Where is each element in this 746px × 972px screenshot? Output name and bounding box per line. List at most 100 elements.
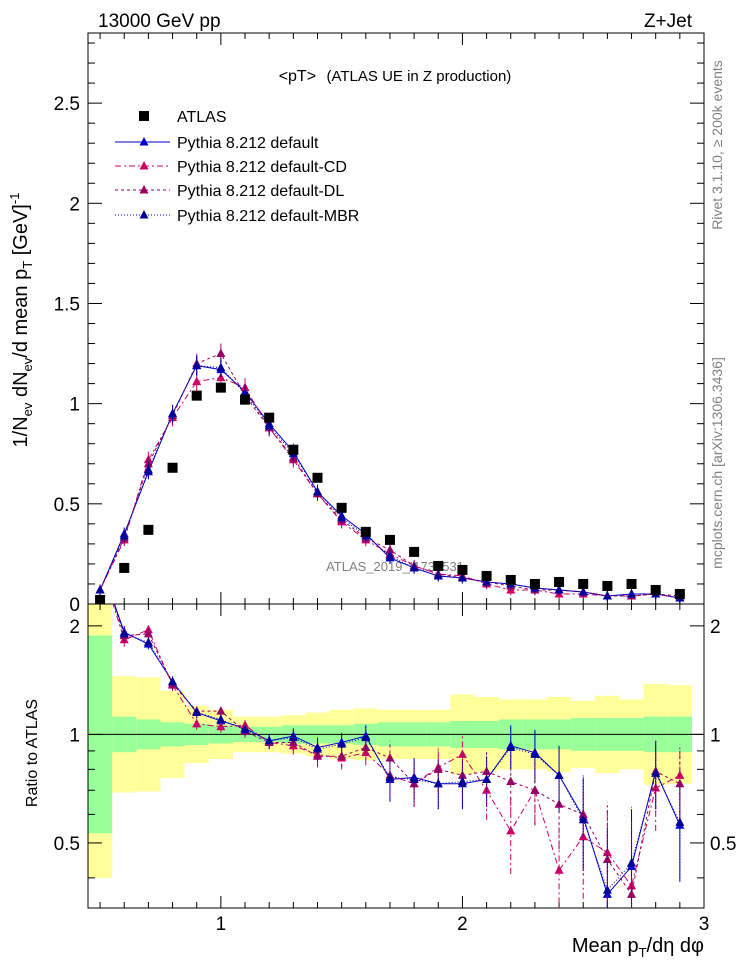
- mc-point: [95, 584, 105, 594]
- main-y-tick-label: 0: [69, 595, 80, 616]
- mc-point: [433, 570, 443, 580]
- atlas-point: [554, 576, 565, 587]
- atlas-point: [264, 412, 275, 423]
- mc-point: [216, 348, 226, 358]
- ratio-panel-frame: [87, 603, 705, 909]
- legend-entry: Pythia 8.212 default-CD: [115, 159, 347, 176]
- atlas-point: [143, 524, 154, 535]
- ratio-point: [530, 749, 540, 758]
- main-axis-ticks: 0 0.5 1 1.5 2 2.5: [54, 33, 705, 616]
- ratio-point: [192, 707, 202, 717]
- ratio-point: [675, 778, 685, 788]
- mc-point: [409, 562, 419, 572]
- atlas-point: [602, 580, 613, 591]
- ratio-point: [96, 557, 105, 566]
- ratio-point: [627, 857, 637, 867]
- atlas-point: [215, 382, 226, 393]
- atlas-point: [240, 394, 251, 405]
- ylabel-part-c: /d mean p: [10, 269, 32, 358]
- ylabel-sub-b: ev: [20, 357, 35, 371]
- atlas-point: [433, 560, 444, 571]
- atlas-point: [288, 444, 299, 455]
- atlas-point: [312, 472, 323, 483]
- analysis-watermark: ATLAS_2019_I1736531: [326, 559, 464, 574]
- ratio-point: [651, 768, 661, 777]
- atlas-point: [674, 588, 685, 599]
- ratio-point: [337, 751, 347, 760]
- rivet-version-label: Rivet 3.1.10, ≥ 200k events: [709, 60, 725, 230]
- legend-marker-square: [139, 111, 149, 121]
- mc-point: [264, 420, 274, 430]
- ylabel-sub-c: T: [20, 261, 35, 269]
- mc-point: [216, 362, 226, 372]
- x-axis-label: Mean pT/dη dφ: [572, 935, 704, 960]
- atlas-point: [529, 578, 540, 589]
- ylabel-part-d: [GeV]: [10, 204, 32, 261]
- atlas-point: [409, 546, 420, 557]
- energy-label: 13000 GeV pp: [98, 11, 221, 32]
- legend-entry: ATLAS: [139, 109, 227, 126]
- ratio-point: [96, 557, 105, 566]
- ratio-point: [457, 749, 467, 758]
- ratio-data-layer: [96, 557, 685, 908]
- plot-title: <pT> (ATLAS UE in Z production): [279, 68, 512, 85]
- legend-marker-triangle: [139, 161, 149, 170]
- legend-marker-triangle: [139, 210, 149, 219]
- ratio-y-tick-label-left: 1: [69, 725, 80, 746]
- ratio-point: [288, 737, 298, 746]
- mc-point: [385, 550, 395, 560]
- mcplots-label: mcplots.cern.ch [arXiv:1306.3436]: [709, 357, 725, 569]
- process-label: Z+Jet: [644, 11, 693, 32]
- mc-point: [337, 512, 347, 522]
- mc-point: [385, 544, 395, 554]
- ratio-uncertainty-bands: [88, 604, 704, 878]
- atlas-point: [95, 594, 106, 604]
- main-y-tick-label: 2: [69, 194, 80, 215]
- ratio-point: [433, 778, 443, 788]
- mc-point: [482, 576, 492, 586]
- ratio-point: [385, 772, 395, 781]
- ratio-point: [240, 724, 250, 734]
- ratio-point: [216, 706, 226, 715]
- ratio-y-tick-label-right: 1: [710, 725, 721, 746]
- ratio-point: [216, 714, 226, 723]
- legend-marker-triangle: [139, 185, 149, 194]
- atlas-point: [457, 564, 468, 575]
- ylabel-sub-a: ev: [20, 402, 35, 416]
- xlabel-sub-a: T: [639, 945, 647, 960]
- atlas-point: [481, 570, 492, 581]
- ratio-point: [96, 557, 105, 566]
- ratio-point: [168, 676, 178, 686]
- legend-label: Pythia 8.212 default: [177, 135, 319, 152]
- ratio-point: [361, 732, 371, 742]
- mc-point: [312, 486, 322, 496]
- legend-entry: Pythia 8.212 default: [115, 135, 319, 152]
- mc-point: [168, 408, 178, 418]
- ratio-point: [312, 744, 322, 753]
- ratio-point: [602, 847, 612, 857]
- mc-point: [578, 586, 588, 596]
- ratio-point: [312, 751, 322, 760]
- ratio-point: [506, 776, 516, 786]
- atlas-point: [650, 584, 661, 595]
- ratio-point: [554, 799, 564, 808]
- ratio-y-tick-label-right: 0.5: [710, 834, 736, 855]
- ratio-y-tick-label-left: 0.5: [54, 834, 80, 855]
- ratio-point: [409, 774, 419, 783]
- legend-entry: Pythia 8.212 default-MBR: [115, 208, 359, 225]
- ratio-point: [578, 814, 588, 824]
- ratio-point: [457, 776, 467, 786]
- legend: ATLAS Pythia 8.212 default Pythia 8.212 de…: [115, 109, 359, 225]
- legend-label: ATLAS: [177, 109, 227, 126]
- ratio-point: [675, 817, 685, 826]
- ylabel-sup-d: -1: [7, 193, 22, 205]
- main-y-axis-label: 1/Nev dNev/d mean pT [GeV]-1: [7, 193, 35, 448]
- ratio-point: [143, 637, 153, 646]
- mc-point: [192, 360, 202, 370]
- atlas-point: [336, 502, 347, 513]
- main-y-tick-label: 2.5: [54, 94, 80, 115]
- mc-point: [192, 376, 202, 386]
- legend-label: Pythia 8.212 default-DL: [177, 183, 344, 200]
- legend-marker-triangle: [139, 137, 149, 146]
